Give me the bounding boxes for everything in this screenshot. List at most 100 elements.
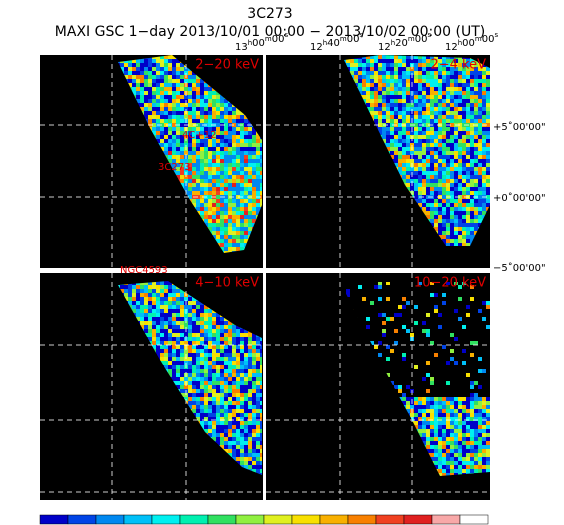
pixel	[378, 63, 382, 67]
pixel	[212, 219, 216, 223]
pixel	[208, 95, 212, 99]
pixel	[260, 175, 262, 179]
pixel	[394, 143, 398, 147]
pixel	[200, 99, 204, 103]
pixel	[140, 107, 144, 111]
pixel	[366, 107, 370, 111]
pixel	[148, 91, 152, 95]
pixel	[398, 103, 402, 107]
pixel	[406, 143, 410, 147]
pixel	[402, 135, 406, 139]
pixel	[172, 155, 176, 159]
pixel	[374, 115, 378, 119]
pixel	[228, 247, 232, 251]
pixel	[200, 95, 204, 99]
pixel	[228, 111, 232, 115]
pixel	[390, 147, 394, 151]
pixel	[398, 155, 402, 159]
pixel	[224, 135, 228, 139]
pixel	[176, 63, 180, 67]
pixel	[248, 175, 252, 179]
pixel	[136, 63, 140, 67]
pixel	[228, 243, 232, 247]
pixel	[228, 103, 232, 107]
pixel	[232, 115, 236, 119]
pixel	[346, 63, 350, 67]
pixel	[232, 211, 236, 215]
pixel	[156, 87, 160, 91]
pixel	[354, 63, 358, 67]
pixel	[248, 147, 252, 151]
pixel	[232, 223, 236, 227]
pixel	[240, 235, 244, 239]
pixel	[208, 191, 212, 195]
pixel	[196, 167, 200, 171]
pixel	[228, 167, 232, 171]
pixel	[176, 151, 180, 155]
pixel	[180, 131, 184, 135]
pixel	[390, 127, 394, 131]
pixel	[386, 71, 390, 75]
pixel	[212, 211, 216, 215]
pixel	[224, 187, 228, 191]
pixel	[208, 107, 212, 111]
pixel	[144, 107, 148, 111]
pixel	[148, 59, 152, 63]
pixel	[236, 247, 240, 251]
pixel	[188, 95, 192, 99]
pixel	[204, 143, 208, 147]
pixel	[244, 143, 248, 147]
pixel	[172, 95, 176, 99]
pixel	[406, 159, 410, 163]
pixel	[252, 131, 256, 135]
pixel	[204, 167, 208, 171]
pixel	[168, 55, 172, 59]
pixel	[204, 111, 208, 115]
pixel	[394, 107, 398, 111]
pixel	[220, 247, 224, 251]
pixel	[204, 203, 208, 207]
pixel	[192, 107, 196, 111]
pixel	[378, 107, 382, 111]
pixel	[196, 107, 200, 111]
pixel	[164, 111, 168, 115]
pixel	[386, 111, 390, 115]
pixel	[390, 55, 394, 59]
pixel	[228, 215, 232, 219]
pixel	[398, 139, 402, 143]
pixel	[398, 151, 402, 155]
pixel	[256, 179, 260, 183]
pixel	[252, 211, 256, 215]
pixel	[236, 243, 240, 247]
pixel	[160, 135, 164, 139]
pixel	[180, 71, 184, 75]
pixel	[156, 95, 160, 99]
pixel	[232, 215, 236, 219]
pixel	[370, 83, 374, 87]
pixel	[382, 75, 386, 79]
pixel	[168, 151, 172, 155]
pixel	[216, 119, 220, 123]
pixel	[248, 143, 252, 147]
pixel	[220, 171, 224, 175]
pixel	[216, 223, 220, 227]
pixel	[160, 99, 164, 103]
pixel	[212, 227, 216, 231]
pixel	[208, 179, 212, 183]
pixel	[382, 71, 386, 75]
pixel	[224, 215, 228, 219]
pixel	[216, 95, 220, 99]
pixel	[204, 183, 208, 187]
pixel	[152, 87, 156, 91]
pixel	[208, 227, 212, 231]
pixel	[172, 139, 176, 143]
pixel	[224, 163, 228, 167]
pixel	[180, 139, 184, 143]
pixel	[232, 247, 236, 251]
pixel	[236, 207, 240, 211]
pixel	[228, 239, 232, 243]
pixel	[398, 115, 402, 119]
pixel	[378, 123, 382, 127]
pixel	[196, 143, 200, 147]
pixel	[144, 95, 148, 99]
